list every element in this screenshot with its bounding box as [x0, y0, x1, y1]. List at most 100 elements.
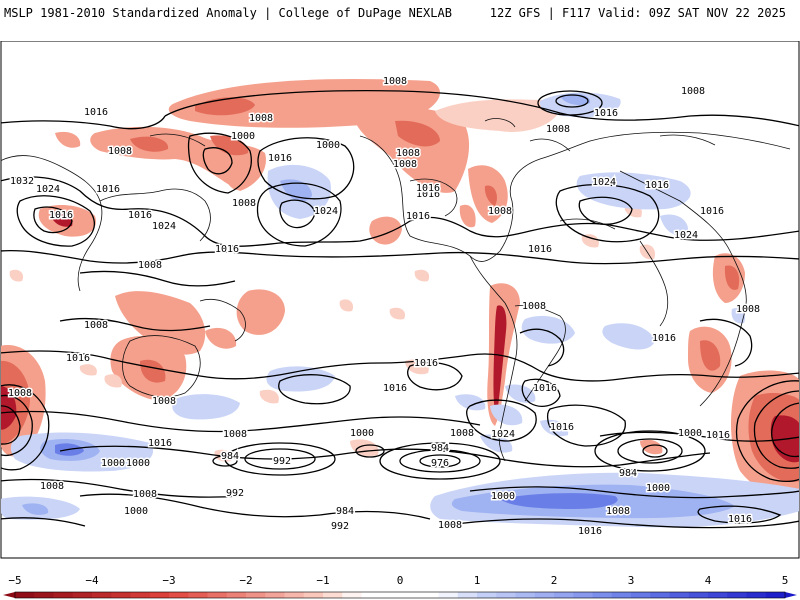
colorbar-cell	[534, 592, 555, 598]
colorbar-tick-label: 5	[782, 574, 789, 587]
colorbar-cell	[515, 592, 536, 598]
isobar-label: 1016	[706, 430, 730, 441]
colorbar-cell	[669, 592, 690, 598]
colorbar-max-arrow	[785, 592, 797, 598]
isobar-label: 1024	[152, 221, 176, 232]
isobar-labels: 1008 1008 1016 1008 1000 1008 1000 1016 1008 1016…	[6, 75, 761, 539]
isobar-label: 1000	[101, 458, 125, 469]
isobar-label: 1016	[66, 353, 90, 364]
colorbar-cell	[92, 592, 112, 598]
isobar-label: 1008	[138, 260, 162, 271]
isobar-label: 1008	[383, 76, 407, 87]
isobar-label: 1016	[414, 358, 438, 369]
isobar-label: 1024	[674, 230, 698, 241]
isobar-label: 1008	[108, 146, 132, 157]
colorbar-cell	[130, 592, 151, 598]
colorbar-cell	[477, 592, 497, 598]
colorbar-min-arrow	[3, 592, 15, 598]
isobar-label: 1000	[491, 491, 515, 502]
isobar-label: 1008	[736, 304, 760, 315]
isobar-label: 1000	[678, 428, 702, 439]
colorbar-cell	[746, 592, 767, 598]
colorbar-cell	[15, 592, 35, 598]
isobar-label: 984	[221, 451, 239, 462]
colorbar-cell	[631, 592, 651, 598]
isobar-label: 1016	[594, 108, 618, 119]
colorbar-cell	[457, 592, 478, 598]
isobar-label: 992	[273, 456, 291, 467]
isobar-label: 1016	[700, 206, 724, 217]
isobar-label: 1000	[350, 428, 374, 439]
colorbar-tick-label: 0	[397, 574, 404, 587]
colorbar-cell	[419, 592, 439, 598]
colorbar-cell	[303, 592, 324, 598]
isobar-label: 1016	[652, 333, 676, 344]
isobar-label: 1024	[314, 206, 338, 217]
isobar-label: 1016	[383, 383, 407, 394]
anomaly-shading	[1, 78, 799, 528]
isobar-label: 1016	[528, 244, 552, 255]
colorbar-cell	[554, 592, 574, 598]
isobar-label: 1016	[645, 180, 669, 191]
isobar-label: 1008	[8, 388, 32, 399]
coastlines	[1, 118, 791, 462]
colorbar-tick-label: −5	[8, 574, 21, 587]
isobar-label: 1008	[223, 429, 247, 440]
colorbar-cell	[342, 592, 362, 598]
colorbar-cell	[727, 592, 747, 598]
isobar-label: 1000	[124, 506, 148, 517]
isobar-label: 1016	[96, 184, 120, 195]
colorbar-cell	[380, 592, 401, 598]
isobar-label: 1008	[232, 198, 256, 209]
colorbar-outline	[14, 591, 786, 599]
weather-map: 1008 1008 1016 1008 1000 1008 1000 1016 1008 1016…	[0, 41, 800, 559]
colorbar-cell	[496, 592, 516, 598]
isobar-label: 1016	[578, 526, 602, 537]
isobar-contours	[1, 90, 799, 529]
colorbar-cells	[3, 591, 797, 599]
colorbar-cell	[361, 592, 382, 598]
isobar-label: 1008	[681, 86, 705, 97]
isobar-label: 984	[431, 443, 449, 454]
isobar-label: 1008	[40, 481, 64, 492]
isobar-label: 1008	[546, 124, 570, 135]
isobar-label: 1000	[126, 458, 150, 469]
colorbar-tick-label: −3	[162, 574, 175, 587]
colorbar-cell	[323, 592, 343, 598]
colorbar-cell	[573, 592, 593, 598]
isobar-label: 1008	[606, 506, 630, 517]
isobar-label: 1024	[491, 429, 515, 440]
colorbar-cell	[72, 592, 93, 598]
isobar-label: 1008	[84, 320, 108, 331]
colorbar: −5 −4 −3 −2 −1 0 1 2 3 4 5	[3, 574, 797, 599]
isobar-label: 1016	[268, 153, 292, 164]
isobar-label: 1016	[550, 422, 574, 433]
colorbar-cell	[226, 592, 247, 598]
isobar-label: 1016	[148, 438, 172, 449]
isobar-label: 1016	[84, 107, 108, 118]
colorbar-ticks: −5 −4 −3 −2 −1 0 1 2 3 4 5	[8, 574, 788, 587]
isobar-label: 984	[619, 468, 637, 479]
colorbar-cell	[592, 592, 613, 598]
isobar-label: 1008	[450, 428, 474, 439]
isobar-label: 1008	[488, 206, 512, 217]
colorbar-cell	[149, 592, 170, 598]
isobar-label: 992	[226, 488, 244, 499]
isobar-label: 1016	[728, 514, 752, 525]
colorbar-cell	[111, 592, 131, 598]
map-title: MSLP 1981-2010 Standardized Anomaly | Co…	[4, 6, 452, 20]
isobar-label: 1008	[396, 148, 420, 159]
colorbar-cell	[265, 592, 285, 598]
isobar-label: 1024	[592, 177, 616, 188]
colorbar-cell	[438, 592, 459, 598]
isobar-label: 1032	[10, 176, 34, 187]
isobar-label: 1008	[438, 520, 462, 531]
isobar-label: 1008	[152, 396, 176, 407]
isobar-label: 976	[431, 458, 449, 469]
isobar-label: 1016	[406, 211, 430, 222]
isobar-label: 1024	[36, 184, 60, 195]
colorbar-tick-label: −4	[85, 574, 99, 587]
colorbar-cell	[765, 592, 786, 598]
isobar-label: 1016	[49, 210, 73, 221]
isobar-label: 984	[336, 506, 354, 517]
